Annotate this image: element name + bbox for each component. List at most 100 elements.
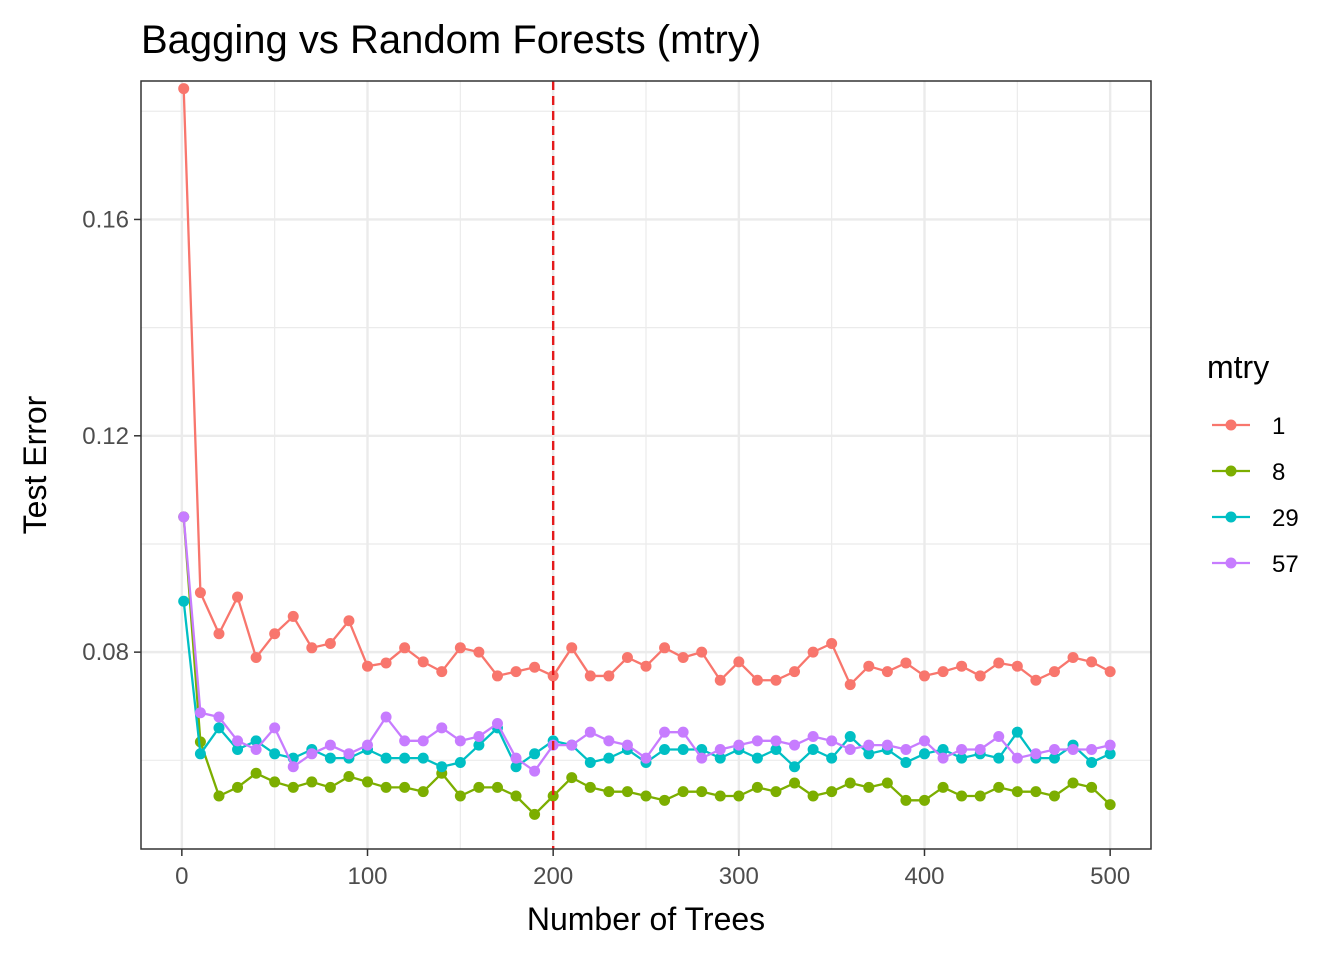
data-point [659, 794, 671, 806]
data-point [380, 657, 392, 669]
data-point [362, 660, 374, 672]
data-point [714, 674, 726, 686]
legend-items: 1 8 29 57 [1212, 413, 1299, 578]
data-point [417, 735, 429, 747]
data-point [454, 642, 466, 654]
data-point [362, 776, 374, 788]
data-point [881, 666, 893, 678]
data-point [844, 743, 856, 755]
data-point [287, 761, 299, 773]
data-point [269, 748, 281, 760]
data-point [789, 761, 801, 773]
data-point [714, 790, 726, 802]
legend-key-point [1225, 557, 1237, 569]
data-point [1048, 743, 1060, 755]
data-point [343, 771, 355, 783]
data-point [677, 726, 689, 738]
data-point [807, 743, 819, 755]
data-point [863, 748, 875, 760]
data-point [584, 781, 596, 793]
legend-key-point [1225, 419, 1237, 431]
chart-title: Bagging vs Random Forests (mtry) [141, 18, 761, 62]
data-point [1030, 748, 1042, 760]
data-point [1086, 743, 1098, 755]
data-point [417, 752, 429, 764]
data-point [250, 735, 262, 747]
data-point [993, 752, 1005, 764]
data-point [287, 781, 299, 793]
data-point [956, 752, 968, 764]
data-point [1067, 652, 1079, 664]
data-point [807, 731, 819, 743]
data-point [826, 786, 838, 798]
data-point [584, 726, 596, 738]
data-point [529, 748, 541, 760]
data-point [510, 752, 522, 764]
data-point [306, 642, 318, 654]
data-point [751, 674, 763, 686]
data-point [1086, 656, 1098, 668]
legend-label: 8 [1272, 459, 1285, 486]
data-point [956, 790, 968, 802]
data-point [826, 735, 838, 747]
data-point [213, 790, 225, 802]
data-point [659, 726, 671, 738]
x-axis-title: Number of Trees [527, 901, 765, 937]
data-point [178, 595, 190, 607]
data-point [937, 743, 949, 755]
y-axis-title: Test Error [17, 395, 53, 534]
data-point [306, 748, 318, 760]
y-tick-label: 0.08 [82, 639, 129, 666]
data-point [993, 781, 1005, 793]
data-point [213, 711, 225, 723]
legend-label: 57 [1272, 551, 1299, 578]
data-point [380, 781, 392, 793]
data-point [269, 628, 281, 640]
data-point [918, 748, 930, 760]
data-point [714, 752, 726, 764]
y-tick-label: 0.16 [82, 206, 129, 233]
series-1 [178, 83, 1116, 691]
data-point [491, 718, 503, 730]
data-point [993, 657, 1005, 669]
series-29 [178, 595, 1116, 773]
data-point [324, 781, 336, 793]
legend-label: 1 [1272, 413, 1285, 440]
data-point [343, 615, 355, 627]
data-point [677, 786, 689, 798]
data-point [213, 628, 225, 640]
data-point [1067, 777, 1079, 789]
x-tick-label: 0 [175, 863, 188, 890]
data-point [213, 722, 225, 734]
data-point [491, 670, 503, 682]
data-point [1048, 666, 1060, 678]
series-layer [178, 83, 1116, 820]
y-axis: 0.08 0.12 0.16 [82, 206, 141, 666]
data-point [863, 660, 875, 672]
data-point [770, 743, 782, 755]
data-point [269, 722, 281, 734]
data-point [380, 752, 392, 764]
data-point [324, 752, 336, 764]
data-point [751, 752, 763, 764]
data-point [529, 765, 541, 777]
data-point [826, 752, 838, 764]
data-point [1104, 666, 1116, 678]
legend-key-point [1225, 511, 1237, 523]
data-point [473, 646, 485, 658]
data-point [937, 781, 949, 793]
data-point [1086, 781, 1098, 793]
data-point [621, 652, 633, 664]
data-point [696, 786, 708, 798]
data-point [269, 776, 281, 788]
data-point [770, 735, 782, 747]
data-point [1011, 786, 1023, 798]
data-point [696, 743, 708, 755]
data-point [232, 781, 244, 793]
data-point [584, 670, 596, 682]
legend-label: 29 [1272, 505, 1299, 532]
data-point [844, 777, 856, 789]
data-point [491, 781, 503, 793]
data-point [454, 735, 466, 747]
